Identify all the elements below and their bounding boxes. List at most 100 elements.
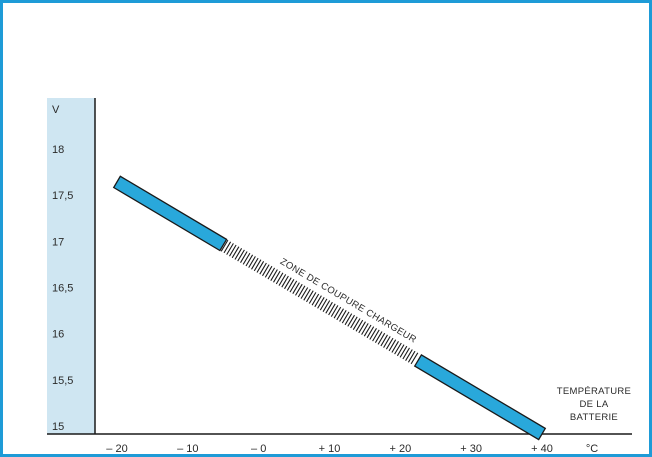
band-hatch-line <box>256 261 265 273</box>
band-hatch-line <box>350 316 358 329</box>
x-unit-label: °C <box>586 443 598 455</box>
x-tick-labels: – 20 – 10 – 0 + 10 + 20 + 30 + 40 <box>106 443 553 455</box>
band-hatch-line <box>220 239 229 252</box>
temperature-annotation-line-2: DE LA <box>580 399 609 410</box>
band-hatch-line <box>245 254 254 267</box>
band-hatch-line <box>234 248 243 260</box>
band-hatch-line <box>363 324 372 337</box>
band-hatch-line <box>361 323 369 335</box>
band-hatch-line <box>394 342 402 355</box>
band-segment-solid <box>413 354 547 441</box>
band-hatch-line <box>231 246 240 259</box>
band-hatch-line <box>402 347 410 360</box>
band-hatch-line <box>281 275 289 288</box>
band-hatch-line <box>405 349 413 361</box>
temperature-annotation-line-3: BATTERIE <box>570 412 618 423</box>
band-hatch-line <box>317 297 325 309</box>
y-tick-label: 16,5 <box>52 283 73 295</box>
band-segment-hatched <box>220 239 419 365</box>
band-hatch-line <box>374 331 383 343</box>
y-tick-label: 18 <box>52 144 64 156</box>
band-hatch-line <box>366 326 375 339</box>
band-hatch-line <box>300 287 309 299</box>
band-hatch-line <box>336 308 344 321</box>
band-hatch-line <box>369 328 377 340</box>
band-hatch-line <box>396 344 405 357</box>
band-hatch-line <box>355 319 364 332</box>
band-hatch-line <box>262 264 270 277</box>
y-tick-label: 17 <box>52 236 64 248</box>
band-hatch-line <box>410 352 419 365</box>
band-hatch-line <box>264 265 273 278</box>
band-hatch-line <box>308 292 317 304</box>
band-hatch-line <box>347 314 355 327</box>
band-segment-solid <box>112 175 228 252</box>
band-hatch-line <box>341 311 350 324</box>
band-hatch-line <box>325 301 333 314</box>
x-tick-label: – 10 <box>177 443 198 455</box>
band-hatch-line <box>242 252 251 265</box>
band-hatch-line <box>314 295 322 308</box>
band-hatch-line <box>248 256 256 268</box>
band-hatch-line <box>295 283 303 296</box>
x-tick-label: – 20 <box>106 443 127 455</box>
band-hatch-line <box>352 318 361 330</box>
band-hatch-line <box>311 293 320 306</box>
band-hatch-line <box>339 310 347 322</box>
band-hatch-line <box>289 280 298 293</box>
band-hatch-line <box>259 262 267 275</box>
band-hatch-line <box>306 290 314 303</box>
y-tick-label: 15 <box>52 421 64 433</box>
band-hatch-line <box>328 303 336 316</box>
band-hatch-line <box>319 298 328 311</box>
band-hatch-line <box>391 341 399 353</box>
temperature-annotation: TEMPÉRATURE DE LA BATTERIE <box>557 386 631 423</box>
y-axis-strip <box>47 98 95 434</box>
band-hatch-line <box>267 267 276 280</box>
x-tick-label: + 10 <box>319 443 341 455</box>
band-hatch-line <box>372 329 380 342</box>
band-hatch-line <box>322 300 331 312</box>
y-unit-label: V <box>52 104 60 116</box>
zone-annotation: ZONE DE COUPURE CHARGEUR <box>278 256 418 345</box>
x-tick-label: + 20 <box>389 443 411 455</box>
band-hatch-line <box>303 288 311 301</box>
x-tick-label: + 30 <box>460 443 482 455</box>
band-hatch-line <box>330 305 339 317</box>
band-hatch-line <box>358 321 366 334</box>
band-hatch-line <box>253 259 262 272</box>
band-hatch-line <box>278 274 287 286</box>
y-tick-labels: 18 17,5 17 16,5 16 15,5 15 <box>52 144 73 433</box>
band-hatch-line <box>385 337 394 350</box>
band-hatch-line <box>229 244 237 257</box>
band-hatch-line <box>292 282 300 294</box>
band-hatch-line <box>251 257 259 270</box>
y-tick-label: 15,5 <box>52 375 73 387</box>
band-hatch-line <box>275 272 284 285</box>
band-hatch-line <box>344 313 353 326</box>
band-hatch-line <box>226 243 234 255</box>
band-hatch-line <box>383 336 391 348</box>
series-line <box>112 175 547 441</box>
band-hatch-line <box>270 269 278 281</box>
band-hatch-line <box>284 277 292 290</box>
band-hatch-line <box>286 279 295 291</box>
band-hatch-line <box>297 285 306 298</box>
x-tick-label: – 0 <box>251 443 266 455</box>
band-hatch-line <box>237 249 245 262</box>
temperature-annotation-line-1: TEMPÉRATURE <box>557 386 631 397</box>
band-hatch-line <box>223 241 232 254</box>
y-tick-label: 16 <box>52 329 64 341</box>
band-hatch-line <box>273 270 281 283</box>
x-tick-label: + 40 <box>531 443 553 455</box>
band-hatch-line <box>388 339 397 352</box>
band-hatch-line <box>380 334 388 347</box>
y-tick-label: 17,5 <box>52 190 73 202</box>
band-hatch-line <box>377 332 386 345</box>
band-hatch-line <box>333 306 342 319</box>
band-hatch-line <box>407 350 416 363</box>
band-hatch-line <box>399 345 408 358</box>
